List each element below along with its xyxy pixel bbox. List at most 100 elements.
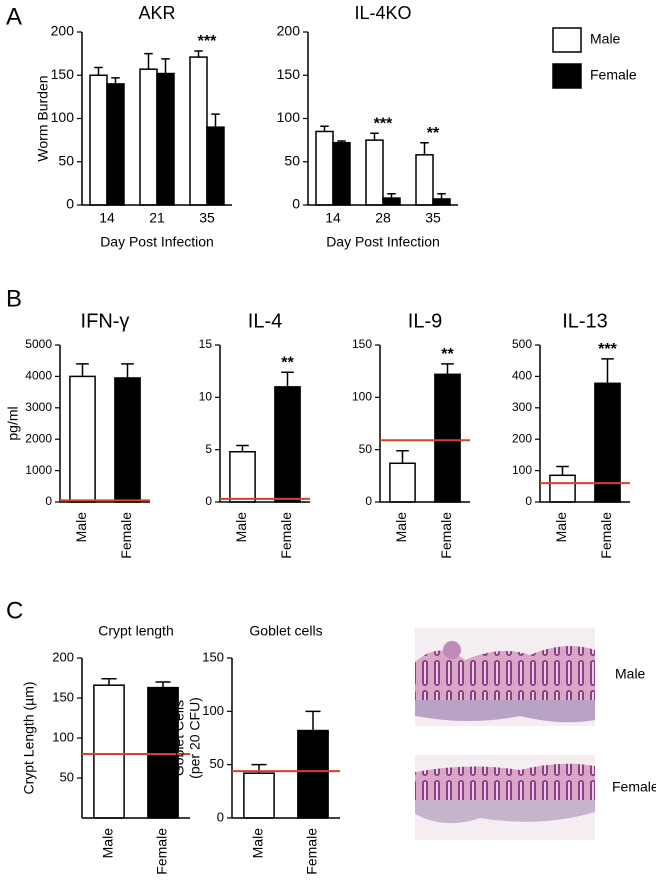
- legend-label: Female: [590, 67, 637, 83]
- image-label: Female: [612, 779, 656, 795]
- bar: [332, 141, 351, 206]
- x-tick-label: 28: [375, 210, 391, 226]
- y-tick-label: 100: [51, 109, 75, 125]
- error-bar: [281, 371, 294, 387]
- annotation: **: [427, 125, 440, 142]
- y-tick-label: 0: [45, 494, 52, 508]
- error-bar: [155, 681, 171, 688]
- chart-title: IL-4: [248, 310, 282, 332]
- y-tick-label: 1000: [25, 463, 52, 477]
- x-tick-label: Female: [438, 512, 454, 559]
- x-tick-label: Male: [250, 828, 266, 859]
- legend-swatch: [552, 27, 582, 53]
- error-bar: [396, 449, 409, 464]
- bar: [434, 373, 461, 503]
- y-tick-label: 2000: [25, 431, 52, 445]
- y-tick-label: 200: [51, 23, 75, 39]
- y-axis-label: (per 20 CFU): [187, 697, 203, 779]
- y-tick-label: 150: [51, 66, 75, 82]
- bar: [206, 126, 225, 206]
- bar: [297, 729, 329, 819]
- panel-label: C: [6, 597, 23, 624]
- legend-swatch: [552, 63, 582, 89]
- annotation: ***: [598, 341, 617, 358]
- legend-label: Male: [590, 31, 621, 47]
- y-axis-label: Goblet Cells: [171, 700, 187, 776]
- x-tick-label: 35: [199, 210, 215, 226]
- y-tick-label: 150: [52, 689, 74, 704]
- error-bar: [420, 141, 429, 155]
- error-bar: [76, 363, 89, 377]
- y-axis-label: pg/ml: [5, 406, 21, 440]
- x-tick-label: Female: [304, 828, 320, 875]
- error-bar: [441, 363, 454, 375]
- y-tick-label: 100: [352, 390, 372, 404]
- chart-title: Goblet cells: [249, 623, 322, 639]
- bar: [189, 56, 208, 206]
- error-bar: [370, 132, 379, 141]
- y-tick-label: 500: [512, 337, 532, 351]
- bar: [382, 197, 401, 206]
- y-tick-label: 0: [66, 196, 74, 212]
- bar: [89, 74, 108, 206]
- error-bar: [556, 465, 569, 476]
- image-label: Male: [615, 666, 646, 682]
- error-bar: [101, 678, 117, 686]
- y-tick-label: 5: [205, 442, 212, 456]
- y-tick-label: 50: [210, 756, 224, 771]
- x-tick-label: Male: [100, 828, 116, 859]
- annotation: ***: [198, 33, 217, 50]
- bar: [243, 772, 275, 819]
- error-bar: [194, 50, 203, 58]
- bar: [139, 68, 158, 206]
- y-tick-label: 100: [202, 703, 224, 718]
- bar: [415, 154, 434, 206]
- panel-label: A: [6, 3, 22, 30]
- chart-title: IFN-γ: [81, 310, 130, 332]
- annotation: **: [281, 354, 294, 371]
- bar: [114, 377, 141, 503]
- bar: [365, 139, 384, 206]
- x-tick-label: 14: [325, 210, 341, 226]
- y-tick-label: 150: [352, 337, 372, 351]
- y-axis-label: Crypt Length (µm): [21, 681, 37, 794]
- x-tick-label: Female: [118, 512, 134, 559]
- error-bar: [305, 710, 321, 731]
- bar: [229, 451, 256, 503]
- annotation: ***: [374, 115, 393, 132]
- y-tick-label: 0: [217, 809, 224, 824]
- bar: [594, 382, 621, 503]
- y-tick-label: 0: [292, 196, 300, 212]
- error-bar: [121, 363, 134, 378]
- histology-male: [415, 628, 595, 726]
- error-bar: [94, 66, 103, 76]
- bar: [432, 198, 451, 206]
- y-tick-label: 150: [277, 66, 301, 82]
- chart-title: IL-9: [408, 310, 442, 332]
- y-tick-label: 100: [277, 109, 301, 125]
- bar: [389, 462, 416, 503]
- y-tick-label: 50: [284, 152, 300, 168]
- y-tick-label: 0: [205, 494, 212, 508]
- chart-title: IL-4KO: [354, 3, 411, 23]
- chart-title: IL-13: [562, 310, 608, 332]
- error-bar: [211, 113, 220, 128]
- bar: [315, 130, 334, 206]
- bar: [274, 386, 301, 503]
- y-tick-label: 400: [512, 369, 532, 383]
- y-tick-label: 5000: [25, 337, 52, 351]
- x-tick-label: Female: [154, 828, 170, 875]
- bar: [549, 474, 576, 503]
- y-tick-label: 100: [512, 463, 532, 477]
- y-tick-label: 200: [512, 431, 532, 445]
- x-tick-label: Female: [598, 512, 614, 559]
- error-bar: [144, 52, 153, 70]
- error-bar: [111, 77, 120, 84]
- y-tick-label: 200: [52, 649, 74, 664]
- x-tick-label: 35: [425, 210, 441, 226]
- error-bar: [437, 193, 446, 199]
- y-tick-label: 0: [525, 494, 532, 508]
- y-tick-label: 50: [58, 152, 74, 168]
- x-tick-label: Female: [278, 512, 294, 559]
